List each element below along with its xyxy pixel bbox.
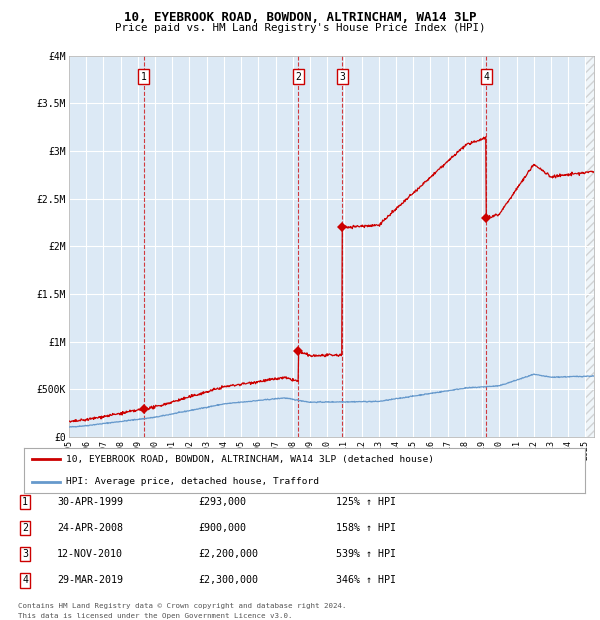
Text: 3: 3 (22, 549, 28, 559)
Text: 539% ↑ HPI: 539% ↑ HPI (336, 549, 396, 559)
Text: 3: 3 (339, 72, 345, 82)
Text: 4: 4 (22, 575, 28, 585)
Text: £2,300,000: £2,300,000 (198, 575, 258, 585)
Text: 24-APR-2008: 24-APR-2008 (57, 523, 123, 533)
Text: 10, EYEBROOK ROAD, BOWDON, ALTRINCHAM, WA14 3LP: 10, EYEBROOK ROAD, BOWDON, ALTRINCHAM, W… (124, 11, 476, 24)
Text: 158% ↑ HPI: 158% ↑ HPI (336, 523, 396, 533)
Text: £900,000: £900,000 (198, 523, 246, 533)
Text: 30-APR-1999: 30-APR-1999 (57, 497, 123, 507)
Text: 2: 2 (295, 72, 301, 82)
Text: 1: 1 (140, 72, 146, 82)
Text: £2,200,000: £2,200,000 (198, 549, 258, 559)
Text: 125% ↑ HPI: 125% ↑ HPI (336, 497, 396, 507)
Text: 10, EYEBROOK ROAD, BOWDON, ALTRINCHAM, WA14 3LP (detached house): 10, EYEBROOK ROAD, BOWDON, ALTRINCHAM, W… (66, 455, 434, 464)
Text: 4: 4 (484, 72, 489, 82)
Text: 2: 2 (22, 523, 28, 533)
Text: 12-NOV-2010: 12-NOV-2010 (57, 549, 123, 559)
Text: 346% ↑ HPI: 346% ↑ HPI (336, 575, 396, 585)
Text: HPI: Average price, detached house, Trafford: HPI: Average price, detached house, Traf… (66, 477, 319, 486)
Text: 29-MAR-2019: 29-MAR-2019 (57, 575, 123, 585)
Text: £293,000: £293,000 (198, 497, 246, 507)
Text: Price paid vs. HM Land Registry's House Price Index (HPI): Price paid vs. HM Land Registry's House … (115, 23, 485, 33)
Text: Contains HM Land Registry data © Crown copyright and database right 2024.: Contains HM Land Registry data © Crown c… (18, 603, 347, 609)
Text: 1: 1 (22, 497, 28, 507)
Text: This data is licensed under the Open Government Licence v3.0.: This data is licensed under the Open Gov… (18, 613, 293, 619)
